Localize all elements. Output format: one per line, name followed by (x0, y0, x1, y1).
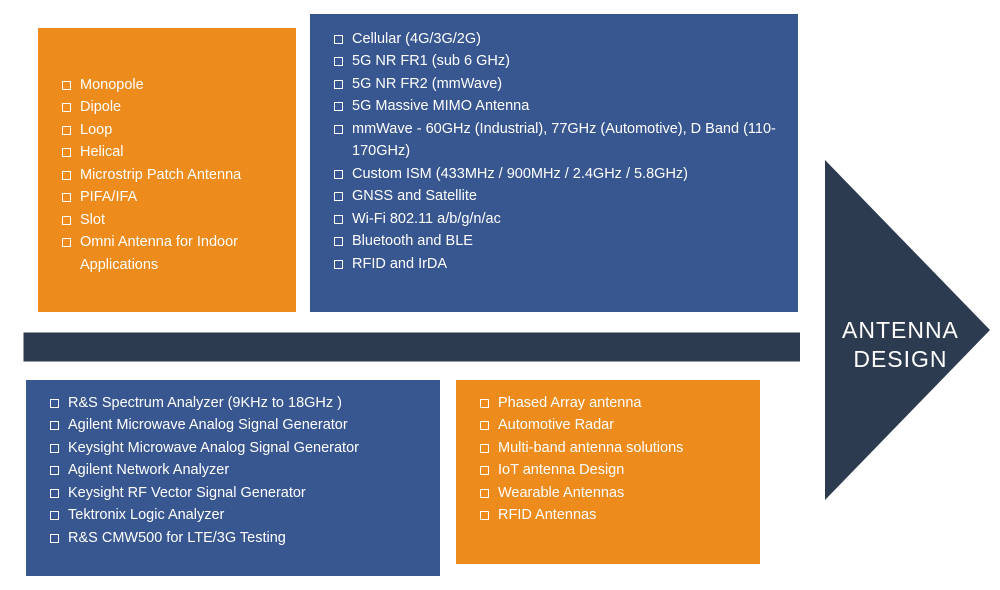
list-item: Phased Array antenna (476, 392, 746, 414)
list-item: R&S CMW500 for LTE/3G Testing (46, 527, 426, 549)
arrow-label: ANTENNA DESIGN (842, 316, 959, 374)
list-item: Keysight Microwave Analog Signal Generat… (46, 437, 426, 459)
list-item: Omni Antenna for Indoor Applications (58, 231, 282, 276)
list-item: Monopole (58, 74, 282, 96)
list-technologies: Cellular (4G/3G/2G)5G NR FR1 (sub 6 GHz)… (330, 28, 784, 275)
list-item: RFID Antennas (476, 504, 746, 526)
list-item: Custom ISM (433MHz / 900MHz / 2.4GHz / 5… (330, 163, 784, 185)
list-item: 5G NR FR1 (sub 6 GHz) (330, 50, 784, 72)
list-item: Loop (58, 119, 282, 141)
panel-applications: Phased Array antennaAutomotive RadarMult… (456, 380, 760, 564)
list-item: Slot (58, 209, 282, 231)
list-item: Tektronix Logic Analyzer (46, 504, 426, 526)
list-item: Multi-band antenna solutions (476, 437, 746, 459)
list-item: Cellular (4G/3G/2G) (330, 28, 784, 50)
arrow-label-line1: ANTENNA (842, 317, 959, 343)
list-item: Automotive Radar (476, 414, 746, 436)
list-item: mmWave - 60GHz (Industrial), 77GHz (Auto… (330, 118, 784, 163)
list-item: Helical (58, 141, 282, 163)
list-item: RFID and IrDA (330, 253, 784, 275)
list-item: R&S Spectrum Analyzer (9KHz to 18GHz ) (46, 392, 426, 414)
arrow-label-line2: DESIGN (853, 346, 947, 372)
list-antenna-types: MonopoleDipoleLoopHelicalMicrostrip Patc… (58, 74, 282, 276)
list-item: Bluetooth and BLE (330, 230, 784, 252)
list-applications: Phased Array antennaAutomotive RadarMult… (476, 392, 746, 527)
panel-antenna-types: MonopoleDipoleLoopHelicalMicrostrip Patc… (38, 28, 296, 312)
list-item: Dipole (58, 96, 282, 118)
panel-technologies: Cellular (4G/3G/2G)5G NR FR1 (sub 6 GHz)… (310, 14, 798, 312)
list-equipment: R&S Spectrum Analyzer (9KHz to 18GHz )Ag… (46, 392, 426, 549)
list-item: Wearable Antennas (476, 482, 746, 504)
panel-equipment: R&S Spectrum Analyzer (9KHz to 18GHz )Ag… (26, 380, 440, 576)
list-item: PIFA/IFA (58, 186, 282, 208)
list-item: Microstrip Patch Antenna (58, 164, 282, 186)
list-item: Keysight RF Vector Signal Generator (46, 482, 426, 504)
arrow-shaft-outline (22, 331, 800, 363)
list-item: 5G Massive MIMO Antenna (330, 95, 784, 117)
list-item: Agilent Microwave Analog Signal Generato… (46, 414, 426, 436)
list-item: Wi-Fi 802.11 a/b/g/n/ac (330, 208, 784, 230)
list-item: 5G NR FR2 (mmWave) (330, 73, 784, 95)
list-item: IoT antenna Design (476, 459, 746, 481)
infographic-canvas: ANTENNA DESIGN MonopoleDipoleLoopHelical… (0, 0, 1000, 585)
arrow-shaft (22, 331, 800, 363)
arrow-head (825, 160, 990, 500)
list-item: GNSS and Satellite (330, 185, 784, 207)
list-item: Agilent Network Analyzer (46, 459, 426, 481)
